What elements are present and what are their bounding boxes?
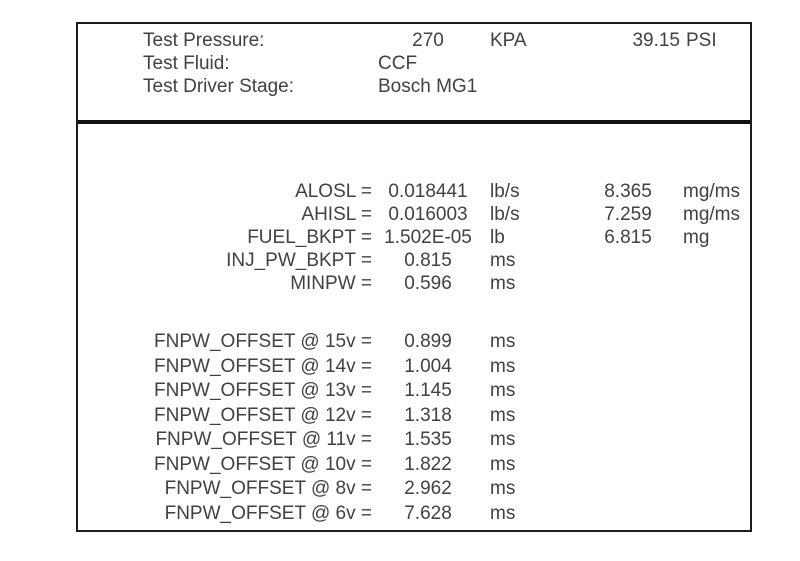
- row-unit: lb/s: [490, 181, 520, 202]
- row-value: 2.962: [404, 478, 452, 499]
- header-row-test-pressure: Test Pressure: 270 KPA 39.15 PSI: [78, 29, 750, 52]
- row-label: INJ_PW_BKPT =: [226, 250, 372, 271]
- row-label: FUEL_BKPT =: [247, 227, 372, 248]
- row-value: 270: [412, 30, 444, 51]
- row-unit-secondary: mg: [683, 227, 710, 248]
- row-label: FNPW_OFFSET @ 8v =: [164, 478, 372, 499]
- offset-row-12v: FNPW_OFFSET @ 12v = 1.318 ms: [78, 404, 750, 429]
- row-label: Test Fluid:: [143, 53, 230, 74]
- row-unit: ms: [490, 502, 516, 524]
- header-row-test-fluid: Test Fluid: CCF: [78, 52, 750, 75]
- row-unit: ms: [490, 331, 516, 352]
- row-value: Bosch MG1: [378, 76, 478, 97]
- row-value: 1.822: [404, 453, 452, 475]
- row-label: FNPW_OFFSET @ 10v =: [154, 453, 372, 475]
- row-value-secondary: 7.259: [604, 204, 652, 225]
- result-row-inj-pw-bkpt: INJ_PW_BKPT = 0.815 ms: [78, 249, 750, 272]
- test-results-section: ALOSL = 0.018441 lb/s 8.365 mg/ms AHISL …: [78, 124, 750, 526]
- test-report-panel: Test Pressure: 270 KPA 39.15 PSI Test Fl…: [76, 22, 752, 532]
- row-label: FNPW_OFFSET @ 6v =: [164, 502, 372, 524]
- result-row-alosl: ALOSL = 0.018441 lb/s 8.365 mg/ms: [78, 180, 750, 203]
- row-value: 1.004: [404, 355, 452, 377]
- row-unit: ms: [490, 453, 516, 475]
- row-label: FNPW_OFFSET @ 11v =: [155, 429, 372, 450]
- offset-row-8v: FNPW_OFFSET @ 8v = 2.962 ms: [78, 477, 750, 502]
- result-row-minpw: MINPW = 0.596 ms: [78, 272, 750, 295]
- offset-row-13v: FNPW_OFFSET @ 13v = 1.145 ms: [78, 379, 750, 404]
- offset-row-15v: FNPW_OFFSET @ 15v = 0.899 ms: [78, 330, 750, 355]
- header-row-test-driver-stage: Test Driver Stage: Bosch MG1: [78, 75, 750, 98]
- result-row-ahisl: AHISL = 0.016003 lb/s 7.259 mg/ms: [78, 203, 750, 226]
- row-value: 0.018441: [388, 181, 468, 202]
- row-unit: KPA: [490, 30, 527, 51]
- row-label: Test Driver Stage:: [143, 76, 294, 97]
- offset-row-6v: FNPW_OFFSET @ 6v = 7.628 ms: [78, 502, 750, 527]
- row-label: FNPW_OFFSET @ 15v =: [154, 331, 372, 352]
- test-conditions-section: Test Pressure: 270 KPA 39.15 PSI Test Fl…: [78, 24, 750, 120]
- row-value-secondary: 39.15: [632, 30, 680, 51]
- row-unit: ms: [490, 380, 516, 401]
- offset-row-11v: FNPW_OFFSET @ 11v = 1.535 ms: [78, 428, 750, 453]
- row-value: 1.502E-05: [384, 227, 472, 248]
- row-unit: ms: [490, 273, 516, 294]
- row-value: 0.596: [404, 273, 452, 294]
- row-unit-secondary: mg/ms: [683, 204, 740, 225]
- section-divider: [78, 120, 750, 124]
- result-row-fuel-bkpt: FUEL_BKPT = 1.502E-05 lb 6.815 mg: [78, 226, 750, 249]
- row-unit: ms: [490, 478, 516, 499]
- row-unit: lb: [490, 227, 505, 248]
- row-value: 0.016003: [388, 204, 468, 225]
- row-value: CCF: [378, 53, 418, 74]
- row-unit: ms: [490, 404, 516, 426]
- row-value-secondary: 6.815: [604, 227, 652, 248]
- row-label: Test Pressure:: [143, 30, 265, 51]
- row-unit-secondary: mg/ms: [683, 181, 740, 202]
- row-label: FNPW_OFFSET @ 14v =: [154, 355, 372, 377]
- row-label: FNPW_OFFSET @ 12v =: [154, 404, 372, 426]
- row-value: 0.815: [404, 250, 452, 271]
- row-unit-secondary: PSI: [686, 30, 717, 51]
- row-value: 7.628: [404, 502, 452, 524]
- row-value: 1.535: [404, 429, 452, 450]
- offset-row-14v: FNPW_OFFSET @ 14v = 1.004 ms: [78, 355, 750, 380]
- row-unit: ms: [490, 355, 516, 377]
- row-value: 1.318: [404, 404, 452, 426]
- row-value: 1.145: [404, 380, 452, 401]
- row-unit: ms: [490, 429, 516, 450]
- row-unit: lb/s: [490, 204, 520, 225]
- row-label: ALOSL =: [295, 181, 372, 202]
- row-value: 0.899: [404, 331, 452, 352]
- row-unit: ms: [490, 250, 516, 271]
- offset-row-10v: FNPW_OFFSET @ 10v = 1.822 ms: [78, 453, 750, 478]
- row-value-secondary: 8.365: [604, 181, 652, 202]
- row-label: FNPW_OFFSET @ 13v =: [154, 380, 372, 401]
- row-label: AHISL =: [301, 204, 372, 225]
- row-label: MINPW =: [290, 273, 372, 294]
- flow-results-group: ALOSL = 0.018441 lb/s 8.365 mg/ms AHISL …: [78, 180, 750, 295]
- fnpw-offset-group: FNPW_OFFSET @ 15v = 0.899 ms FNPW_OFFSET…: [78, 330, 750, 526]
